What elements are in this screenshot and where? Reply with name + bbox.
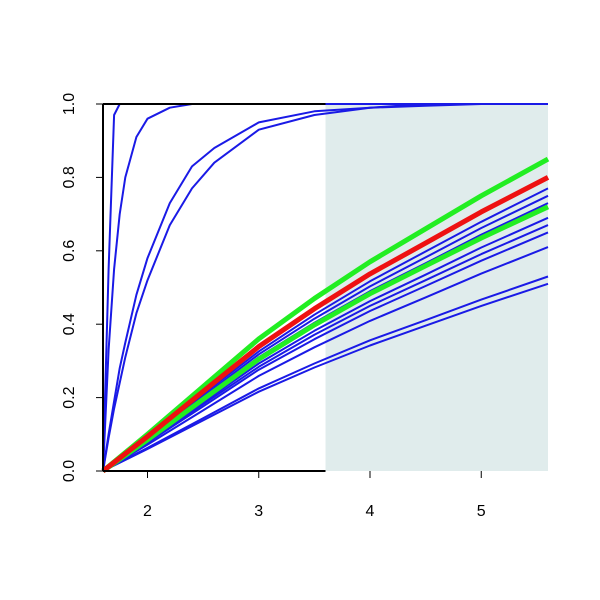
series-line [102, 246, 549, 472]
x-tick-label: 2 [143, 503, 152, 520]
y-tick-label: 0.6 [61, 240, 78, 262]
y-tick-label: 0.0 [61, 460, 78, 482]
y-tick-label: 0.8 [61, 166, 78, 188]
x-tick-label: 5 [477, 503, 486, 520]
series-line [101, 175, 550, 473]
x-tick-label: 4 [366, 503, 375, 520]
series-line [102, 231, 549, 472]
x-tick-label: 3 [254, 503, 263, 520]
series-line [102, 103, 548, 472]
series-line [101, 204, 550, 474]
shaded-region [325, 104, 548, 471]
series-line [102, 282, 549, 472]
y-tick-label: 1.0 [61, 93, 78, 115]
series-line [102, 103, 548, 472]
y-tick-label: 0.4 [61, 313, 78, 335]
series-line [102, 275, 549, 472]
y-tick-label: 0.2 [61, 386, 78, 408]
